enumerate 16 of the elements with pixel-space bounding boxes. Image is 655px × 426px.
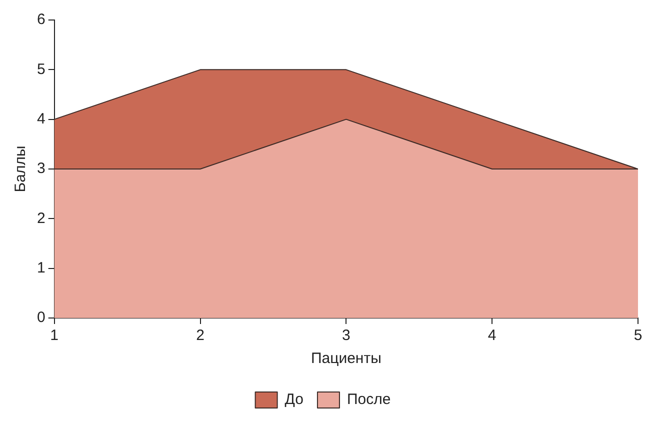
y-tick-label: 0 bbox=[37, 309, 46, 326]
y-tick-label: 6 bbox=[37, 11, 46, 28]
x-tick-label: 3 bbox=[342, 327, 350, 344]
y-tick-label: 1 bbox=[37, 259, 46, 276]
y-axis-title: Баллы bbox=[12, 146, 30, 192]
x-tick-label: 5 bbox=[634, 327, 642, 344]
x-tick-label: 2 bbox=[196, 327, 204, 344]
y-tick-label: 4 bbox=[37, 110, 46, 128]
legend-label: До bbox=[284, 391, 304, 408]
y-tick-label: 2 bbox=[37, 210, 46, 227]
legend-label: После bbox=[346, 391, 391, 408]
x-tick-label: 1 bbox=[50, 327, 59, 344]
x-axis-title: Пациенты bbox=[310, 350, 382, 368]
y-tick-label: 5 bbox=[37, 60, 46, 78]
y-tick-label: 3 bbox=[37, 160, 46, 178]
x-tick-label: 4 bbox=[488, 327, 496, 344]
